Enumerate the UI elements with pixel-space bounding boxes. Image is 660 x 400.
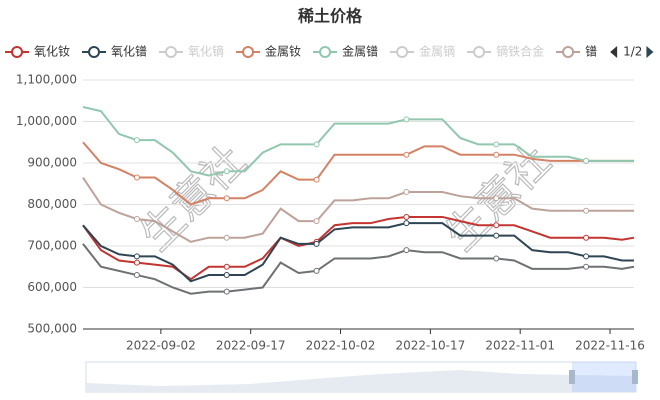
point <box>403 220 410 227</box>
point <box>493 151 500 158</box>
point <box>133 174 140 181</box>
point <box>313 141 320 148</box>
line <box>82 106 634 177</box>
axes: 500,000 600,000 700,000 800,000 900,000 1,000… <box>16 73 645 353</box>
legend-label: 镝铁合金 <box>496 44 544 59</box>
chart-title: 稀土价格 <box>298 7 363 26</box>
legend-symbol <box>396 46 409 58</box>
zoom-handle[interactable] <box>632 370 638 384</box>
legend-item[interactable]: 镝铁合金 <box>467 44 544 59</box>
x-tick-label: 2022-09-17 <box>216 339 286 353</box>
series <box>82 243 635 295</box>
legend-symbol <box>319 46 332 58</box>
point <box>583 234 590 241</box>
zoom-selection[interactable] <box>572 362 636 392</box>
point <box>133 137 140 144</box>
point <box>313 240 320 247</box>
pager-label: 1/2 <box>623 45 642 59</box>
point <box>403 189 410 196</box>
line <box>82 222 634 283</box>
legend-item[interactable]: 氧化镨 <box>82 44 147 59</box>
legend-symbol <box>165 46 178 58</box>
legend-symbol <box>562 46 575 58</box>
legend-label: 镨 <box>585 44 597 59</box>
point <box>223 195 230 202</box>
point <box>583 157 590 164</box>
point <box>403 213 410 220</box>
y-tick-label: 700,000 <box>27 239 77 253</box>
legend-label: 金属镨 <box>342 44 378 59</box>
line <box>82 243 635 295</box>
y-tick-label: 800,000 <box>27 197 77 211</box>
point <box>313 267 320 274</box>
point <box>583 253 590 260</box>
legend-item[interactable]: 金属镨 <box>313 44 378 59</box>
legend-pager[interactable]: 1/2 <box>610 45 654 59</box>
legend-symbol <box>242 46 255 58</box>
series <box>82 106 634 177</box>
x-tick-label: 2022-10-17 <box>395 339 465 353</box>
y-tick-label: 900,000 <box>27 156 77 170</box>
pager-next[interactable] <box>646 46 654 58</box>
legend-item[interactable]: 氧化镝 <box>159 44 224 59</box>
y-tick-label: 500,000 <box>27 322 77 336</box>
legend-label: 氧化镨 <box>111 44 147 59</box>
legend-symbol <box>88 46 101 58</box>
x-tick-label: 2022-09-02 <box>126 339 196 353</box>
x-tick-label: 2022-10-02 <box>306 339 376 353</box>
legend-item[interactable]: 金属钕 <box>236 44 301 59</box>
legend-symbol <box>11 46 23 58</box>
y-tick-label: 1,100,000 <box>16 73 77 87</box>
point <box>223 288 230 295</box>
line <box>82 215 635 281</box>
legend-item[interactable]: 金属镝 <box>390 44 455 59</box>
point <box>493 141 500 148</box>
pager-prev[interactable] <box>610 46 618 58</box>
series <box>82 220 634 283</box>
point <box>133 259 140 266</box>
point <box>223 168 230 175</box>
legend-item[interactable]: 镨 <box>556 44 597 59</box>
legend-label: 金属钕 <box>265 44 301 59</box>
zoom-preview <box>86 370 636 392</box>
legend-label: 金属镝 <box>419 44 455 59</box>
line <box>82 141 634 206</box>
point <box>493 232 500 239</box>
point <box>223 272 230 279</box>
point <box>223 263 230 270</box>
point <box>313 176 320 183</box>
legend-symbol <box>473 46 486 58</box>
point <box>493 255 500 262</box>
point <box>493 222 500 229</box>
point <box>403 151 410 158</box>
point <box>133 272 140 279</box>
line <box>82 176 634 243</box>
legend-label: 氧化镝 <box>188 44 224 59</box>
point <box>583 263 590 270</box>
point <box>493 195 500 202</box>
point <box>223 234 230 241</box>
point <box>133 216 140 223</box>
legend-label: 氧化钕 <box>34 44 70 59</box>
y-tick-label: 600,000 <box>27 280 77 294</box>
point <box>403 116 410 123</box>
series <box>82 176 634 243</box>
x-tick-label: 2022-11-16 <box>575 339 645 353</box>
legend-item[interactable]: 氧化钕 <box>5 44 70 59</box>
y-tick-label: 1,000,000 <box>16 114 77 128</box>
point <box>583 207 590 214</box>
data-zoom[interactable] <box>85 361 638 393</box>
x-tick-label: 2022-11-01 <box>485 339 555 353</box>
legend: 氧化钕 氧化镨 氧化镝 金属钕 金属镨 金属镝 镝铁合金 镨 1/2 <box>5 44 654 59</box>
point <box>403 247 410 254</box>
point <box>313 218 320 225</box>
point <box>133 253 140 260</box>
zoom-handle[interactable] <box>569 370 575 384</box>
